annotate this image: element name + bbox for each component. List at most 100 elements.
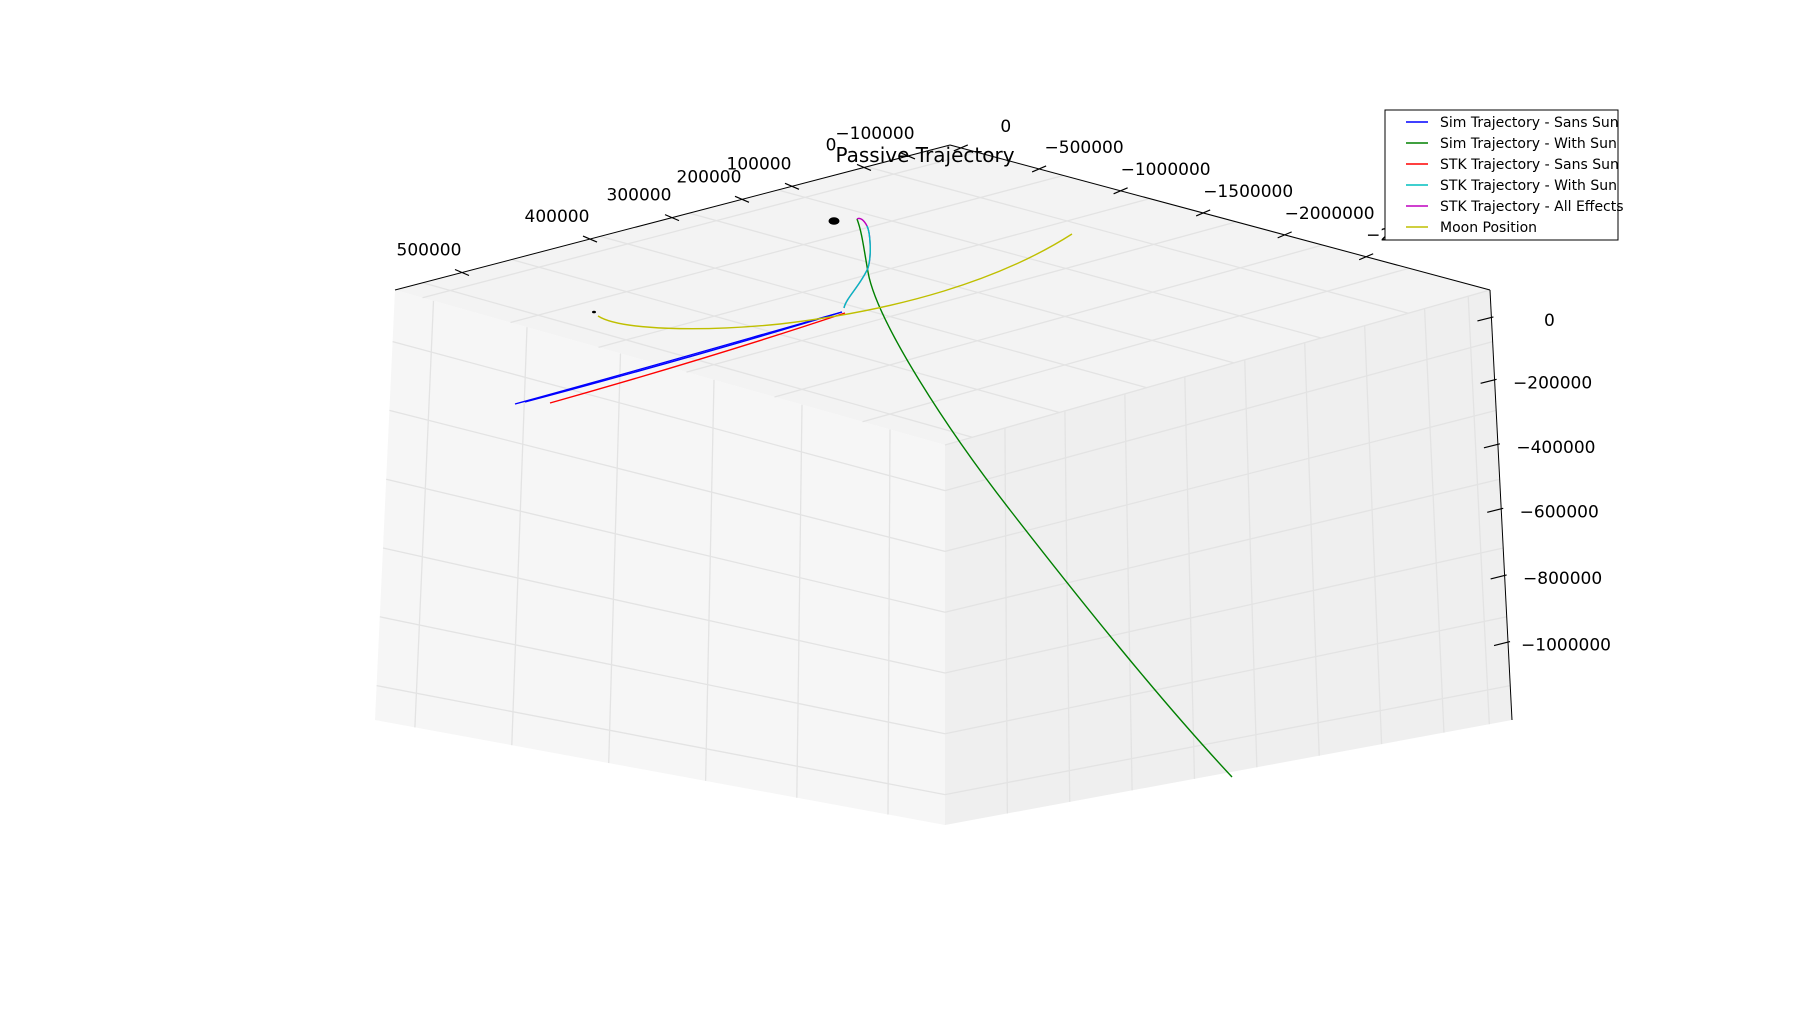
grid-line — [389, 409, 946, 553]
grid-line — [944, 616, 1507, 735]
grid-line — [704, 379, 715, 781]
y-tick-mark — [1031, 165, 1047, 173]
grid-line — [598, 198, 1150, 348]
grid-line — [1064, 410, 1071, 802]
right-back-pane — [945, 290, 1512, 825]
grid-line — [1304, 342, 1320, 756]
grid-line — [510, 174, 1064, 324]
z-tick-mark — [1493, 641, 1511, 647]
grid-line — [511, 327, 528, 746]
grid-line — [887, 429, 891, 815]
grid-line — [944, 340, 1493, 492]
earth-marker — [828, 217, 840, 225]
y-tick-label: −2000000 — [1285, 204, 1375, 224]
z-tick-label: −400000 — [1516, 438, 1595, 458]
z-tick-label: −1000000 — [1521, 636, 1611, 656]
grid-line — [1124, 393, 1133, 791]
grid-line — [688, 212, 1235, 364]
grid-line — [386, 478, 946, 613]
x-tick-mark — [856, 163, 872, 172]
series-line-5 — [597, 233, 1073, 330]
series-line-1 — [856, 218, 1233, 778]
grid-line — [686, 221, 1237, 373]
grid-line — [422, 151, 978, 299]
grid-line — [1467, 296, 1490, 725]
grid-line — [944, 478, 1500, 613]
legend-label: STK Trajectory - All Effects — [1440, 199, 1624, 215]
z-tick-mark — [1477, 316, 1494, 322]
x-tick-mark — [454, 268, 470, 277]
grid-line — [1184, 376, 1196, 779]
grid-line — [1244, 359, 1258, 768]
y-tick-label: −1000000 — [1121, 160, 1211, 180]
grid-line — [379, 616, 946, 735]
y-tick-label: −1500000 — [1203, 182, 1293, 202]
x-tick-label: 300000 — [607, 186, 672, 206]
z-tick-mark — [1483, 443, 1501, 449]
x-tick-label: 100000 — [727, 154, 792, 174]
z-tick-label: 0 — [1544, 311, 1555, 331]
legend-label: STK Trajectory - Sans Sun — [1440, 157, 1619, 173]
y-tick-mark — [1195, 209, 1211, 217]
y-tick-mark — [953, 144, 969, 152]
y-tick-label: 0 — [1000, 117, 1011, 137]
y-tick-mark — [1277, 231, 1292, 239]
y-tick-mark — [1358, 253, 1374, 261]
x-tick-mark — [664, 214, 680, 222]
legend-label: STK Trajectory - With Sun — [1440, 178, 1617, 194]
grid-line — [382, 547, 946, 674]
grid-line — [600, 235, 1147, 389]
grid-line — [944, 409, 1497, 553]
grid-line — [376, 684, 946, 796]
grid-line — [944, 547, 1504, 674]
z-tick-mark — [1487, 507, 1504, 513]
z-tick-label: −600000 — [1520, 502, 1599, 522]
grid-line — [944, 684, 1511, 796]
y-tick-label: −500000 — [1045, 138, 1124, 158]
x-tick-label: 500000 — [397, 240, 462, 260]
x-tick-mark — [900, 152, 916, 160]
grid-line — [608, 353, 622, 764]
grid-line — [511, 258, 1060, 414]
grid-line — [777, 189, 1322, 339]
grid-line — [774, 244, 1323, 398]
grid-line — [1004, 427, 1009, 814]
y-tick-mark — [1113, 187, 1128, 195]
x-tick-mark — [784, 182, 800, 190]
legend-box — [1384, 109, 1619, 241]
legend-label: Sim Trajectory - Sans Sun — [1440, 115, 1619, 131]
moon-start-marker — [592, 310, 596, 314]
grid-line — [414, 300, 435, 728]
legend-label: Sim Trajectory - With Sun — [1440, 136, 1617, 152]
x-tick-mark — [582, 235, 598, 243]
grid-line — [796, 404, 803, 798]
z-axis-line — [1489, 289, 1513, 721]
x-tick-label: −100000 — [835, 124, 914, 144]
legend-label: Moon Position — [1440, 220, 1537, 236]
grid-line — [866, 166, 1409, 314]
z-tick-mark — [1480, 378, 1497, 384]
grid-line — [1364, 325, 1383, 745]
grid-line — [862, 267, 1410, 423]
series-line-2 — [549, 312, 846, 404]
grid-line — [392, 340, 946, 492]
left-back-pane — [375, 290, 945, 825]
legend: Sim Trajectory - Sans Sun Sim Trajectory … — [1384, 109, 1624, 241]
chart-title: Passive Trajectory — [835, 143, 1014, 167]
x-tick-label: 400000 — [525, 207, 590, 227]
grid-line — [944, 289, 1491, 446]
tick-marks — [454, 144, 1511, 647]
series-line-3 — [843, 225, 871, 309]
series-line-0 — [524, 311, 843, 403]
grid-line — [1423, 308, 1445, 733]
series-lines — [514, 217, 1233, 778]
x-tick-label: 200000 — [677, 167, 742, 187]
x-tick-mark — [734, 195, 750, 203]
z-tick-label: −800000 — [1523, 569, 1602, 589]
x-tick-label: 0 — [826, 135, 837, 155]
z-tick-mark — [1490, 574, 1507, 580]
floor-pane — [395, 145, 1490, 445]
z-tick-label: −200000 — [1513, 373, 1592, 393]
